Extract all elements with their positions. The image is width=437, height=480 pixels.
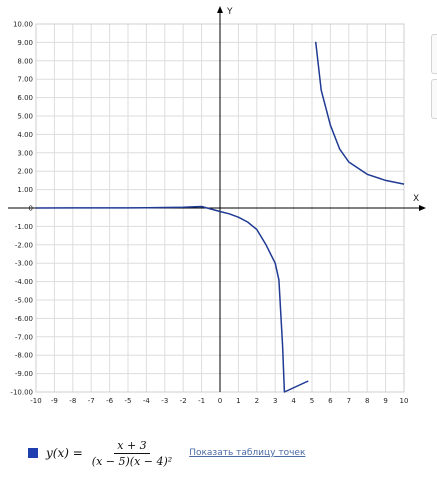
- y-axis-label: Y: [226, 7, 233, 17]
- x-tick-label: -6: [106, 397, 114, 405]
- x-tick-label: -9: [51, 397, 58, 405]
- x-tick-label: 1: [236, 397, 240, 405]
- y-tick-label: -10.00: [10, 389, 33, 397]
- y-tick-label: -9.00: [15, 370, 33, 378]
- y-tick-label: 10.00: [13, 21, 33, 29]
- x-tick-label: -1: [198, 397, 205, 405]
- function-plot: X Y -10 -9 -8 -7 -6 -5 -4 -3 -2 -1 0 1 2 3 4 5 6 7 8 9 10 10…: [8, 6, 426, 405]
- series-line: [35, 205, 309, 393]
- series-line: [314, 41, 405, 185]
- y-tick-label: 5.00: [17, 113, 33, 121]
- x-tick-label: -5: [125, 397, 132, 405]
- x-tick-label: 6: [328, 397, 333, 405]
- x-tick-label: 0: [218, 397, 222, 405]
- x-axis-arrow-icon: [419, 205, 426, 211]
- x-tick-labels: -10 -9 -8 -7 -6 -5 -4 -3 -2 -1 0 1 2 3 4 5 6 7 8 9 10: [30, 397, 408, 405]
- x-tick-label: 9: [383, 397, 387, 405]
- x-tick-label: -4: [143, 397, 151, 405]
- show-points-table-link[interactable]: Показать таблицу точек: [189, 448, 306, 458]
- x-tick-label: 5: [310, 397, 314, 405]
- x-tick-label: -8: [69, 397, 76, 405]
- formula-function-name: y(x) =: [46, 446, 83, 460]
- y-tick-label: 7.00: [17, 76, 33, 84]
- series: [35, 41, 405, 393]
- y-tick-label: -4.00: [15, 278, 33, 286]
- y-tick-label: 3.00: [17, 149, 33, 157]
- x-tick-label: 3: [273, 397, 277, 405]
- x-tick-label: 8: [365, 397, 369, 405]
- y-tick-label: 9.00: [17, 39, 33, 47]
- y-tick-label: -1.00: [15, 223, 33, 231]
- x-tick-label: 2: [255, 397, 259, 405]
- y-tick-label: 2.00: [17, 168, 33, 176]
- y-axis-arrow-icon: [217, 6, 223, 13]
- formula-numerator: x + 3: [114, 439, 150, 454]
- function-formula: y(x) = x + 3 (x − 5)(x − 4)²: [46, 439, 175, 468]
- formula-fraction: x + 3 (x − 5)(x − 4)²: [89, 439, 175, 468]
- side-tab[interactable]: [431, 34, 437, 74]
- formula-denominator: (x − 5)(x − 4)²: [91, 454, 173, 468]
- y-tick-label: 8.00: [17, 57, 33, 65]
- y-tick-label: 1.00: [17, 186, 33, 194]
- x-tick-label: 7: [347, 397, 351, 405]
- x-tick-label: 4: [291, 397, 296, 405]
- x-tick-label: -7: [88, 397, 95, 405]
- y-tick-labels: 10.00 9.00 8.00 7.00 6.00 5.00 4.00 3.00 2.00 1.0…: [10, 21, 33, 397]
- y-tick-label: 6.00: [17, 94, 33, 102]
- x-axis-label: X: [413, 194, 419, 204]
- y-tick-label: 0: [29, 205, 33, 213]
- x-tick-label: -10: [30, 397, 41, 405]
- legend-color-swatch: [28, 448, 38, 458]
- y-tick-label: -6.00: [15, 315, 33, 323]
- y-tick-label: -7.00: [15, 333, 33, 341]
- y-tick-label: -2.00: [15, 241, 33, 249]
- y-tick-label: 4.00: [17, 131, 33, 139]
- axes: X Y: [8, 6, 426, 392]
- side-tab[interactable]: [431, 79, 437, 119]
- x-tick-label: -2: [180, 397, 187, 405]
- side-tabs: [431, 34, 437, 124]
- y-tick-label: -8.00: [15, 352, 33, 360]
- x-tick-label: -3: [161, 397, 168, 405]
- y-tick-label: -3.00: [15, 260, 33, 268]
- legend: y(x) = x + 3 (x − 5)(x − 4)² Показать та…: [28, 436, 305, 470]
- x-tick-label: 10: [400, 397, 409, 405]
- y-tick-label: -5.00: [15, 297, 33, 305]
